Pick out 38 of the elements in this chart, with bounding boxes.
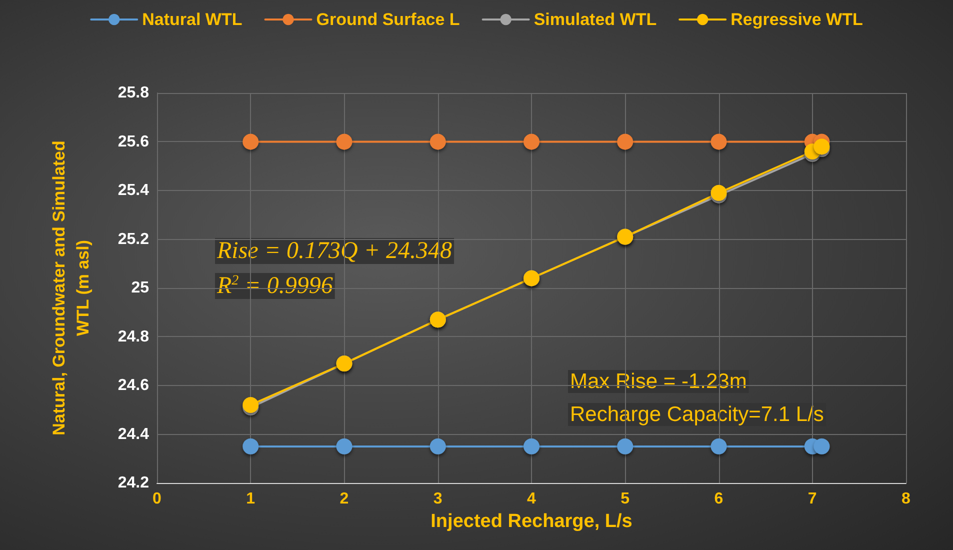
point bbox=[617, 438, 634, 454]
x-tick-label: 3 bbox=[433, 490, 442, 508]
x-axis-title: Injected Recharge, L/s bbox=[430, 510, 632, 532]
x-tick-label: 2 bbox=[340, 490, 349, 508]
y-tick-label: 25.6 bbox=[118, 133, 150, 150]
y-axis-title: Natural, Groundwater and Simulated WTL (m asl) bbox=[50, 140, 92, 436]
point bbox=[524, 438, 540, 454]
y-tick-label: 24.6 bbox=[118, 377, 150, 394]
legend-label: Simulated WTL bbox=[534, 10, 657, 29]
x-tick-label: 6 bbox=[714, 490, 724, 508]
annotation: Recharge Capacity=7.1 L/s bbox=[570, 403, 824, 426]
point bbox=[430, 438, 446, 454]
point bbox=[524, 134, 540, 150]
y-tick-label: 24.2 bbox=[118, 474, 150, 492]
legend-label: Ground Surface L bbox=[316, 10, 460, 29]
y-tick-label: 25.2 bbox=[118, 230, 150, 248]
x-tick-label: 7 bbox=[808, 490, 817, 508]
y-tick-label: 24.8 bbox=[118, 328, 150, 346]
y-tick-label: 25.4 bbox=[118, 182, 150, 199]
x-tick-label: 0 bbox=[152, 490, 162, 508]
x-tick-label: 1 bbox=[246, 490, 256, 508]
point bbox=[430, 134, 446, 150]
point bbox=[710, 438, 727, 454]
annotation: Rise = 0.173Q + 24.348 bbox=[216, 238, 452, 264]
y-tick-label: 25.8 bbox=[118, 84, 150, 102]
legend-label: Regressive WTL bbox=[730, 10, 863, 29]
x-tick-label: 4 bbox=[527, 490, 536, 508]
y-tick-label: 25 bbox=[131, 280, 150, 296]
point bbox=[242, 134, 259, 150]
point bbox=[710, 134, 727, 150]
point bbox=[242, 438, 259, 454]
point bbox=[336, 438, 352, 454]
x-tick-label: 5 bbox=[620, 490, 630, 508]
legend-label: Natural WTL bbox=[142, 10, 242, 29]
point bbox=[617, 134, 634, 150]
y-tick-label: 24.4 bbox=[118, 426, 150, 443]
point bbox=[336, 134, 352, 150]
x-tick-label: 8 bbox=[902, 490, 911, 508]
